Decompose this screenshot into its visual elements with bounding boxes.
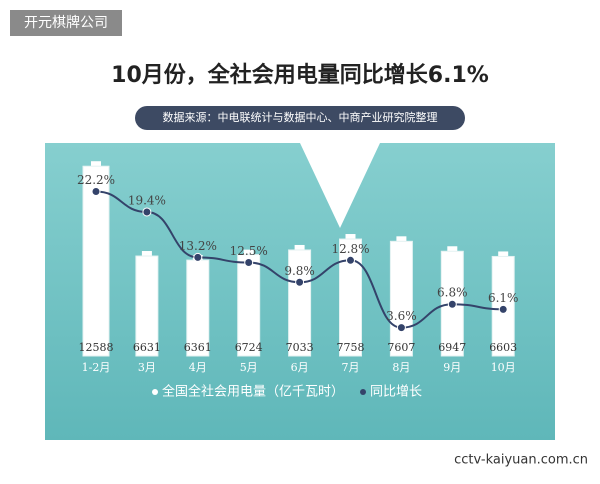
point [346, 255, 355, 265]
point [295, 277, 305, 287]
point-label: 9.8% [284, 264, 315, 278]
point-label: 12.8% [331, 242, 369, 256]
bar-value-label: 6631 [133, 341, 161, 354]
point [447, 299, 457, 309]
bar-value-label: 7033 [286, 341, 314, 354]
x-tick-label: 3月 [138, 361, 156, 374]
bar-value-label: 6361 [184, 341, 212, 354]
x-tick-label: 10月 [491, 361, 516, 374]
point [396, 323, 406, 333]
bar-cap [345, 234, 356, 240]
bar [237, 254, 261, 357]
point-label: 19.4% [128, 193, 166, 207]
bar-value-label: 6603 [489, 341, 517, 354]
bar-cap [294, 244, 305, 250]
bar-cap [91, 161, 101, 167]
watermark: 开元棋牌公司 [24, 14, 108, 31]
legend-label: 同比增长 [370, 385, 422, 400]
point-label: 13.2% [179, 239, 217, 253]
bar-value-label: 7758 [337, 341, 365, 354]
x-tick-label: 8月 [392, 361, 410, 374]
point-label: 12.5% [230, 244, 268, 258]
legend-label: 全国全社会用电量（亿千瓦时） [162, 384, 344, 400]
bar [82, 165, 110, 357]
legend-marker [360, 389, 367, 395]
point [142, 207, 152, 217]
bar-cap [243, 249, 254, 255]
x-tick-label: 5月 [240, 361, 258, 374]
x-tick-label: 7月 [342, 361, 360, 374]
point [193, 252, 203, 262]
bar-value-label: 6724 [235, 341, 263, 354]
point [91, 186, 101, 196]
x-tick-label: 6月 [291, 361, 309, 374]
point-label: 3.6% [386, 309, 417, 323]
bar-cap [447, 246, 458, 252]
x-tick-label: 1-2月 [82, 361, 111, 374]
bar-value-label: 12588 [79, 341, 114, 354]
subtitle-pill [135, 106, 465, 130]
x-tick-label: 4月 [189, 361, 207, 374]
point [244, 258, 254, 267]
bar [135, 255, 159, 357]
bar-cap [396, 236, 407, 242]
chart-title: 10月份，全社会用电量同比增长6.1% [111, 62, 489, 88]
watermark: cctv-kaiyuan.com.cn [454, 453, 588, 468]
legend-marker [152, 389, 158, 395]
bar-value-label: 7607 [387, 341, 415, 354]
subtitle: 数据来源：中电联统计与数据中心、中商产业研究院整理 [163, 110, 438, 124]
point-label: 6.8% [437, 286, 468, 300]
bar-cap [141, 251, 152, 257]
watermark-box [10, 10, 122, 36]
x-tick-label: 9月 [443, 361, 461, 374]
bar-cap [498, 251, 509, 257]
plot: 1-2月 3月 4月 5月 6月 7月 8月 9月 10月 12588 6631 6361 6724 70… [77, 161, 519, 400]
bar-value-label: 6947 [438, 341, 466, 354]
point-label: 22.2% [77, 173, 115, 187]
point-label: 6.1% [488, 291, 519, 305]
bar [339, 238, 362, 357]
bar [389, 240, 413, 357]
bar [288, 249, 312, 357]
point [498, 304, 508, 314]
